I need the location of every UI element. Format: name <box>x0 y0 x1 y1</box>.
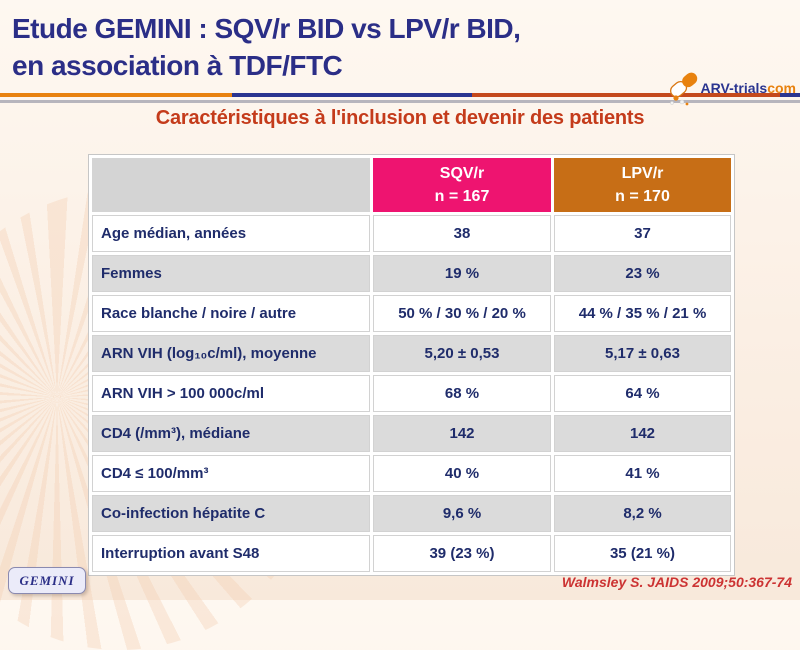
table-row: Race blanche / noire / autre 50 % / 30 %… <box>92 295 731 332</box>
row-label-cell: Age médian, années <box>92 215 370 252</box>
logo-text: ARV-trialscom <box>701 80 796 96</box>
lpv-value-cell: 41 % <box>554 455 731 492</box>
lpv-value-cell: 142 <box>554 415 731 452</box>
citation-reference: Walmsley S. JAIDS 2009;50:367-74 <box>561 574 792 590</box>
row-label-cell: CD4 ≤ 100/mm³ <box>92 455 370 492</box>
logo-name-text: ARV-trials <box>700 80 768 96</box>
table-row: Age médian, années 38 37 <box>92 215 731 252</box>
lpv-value-cell: 8,2 % <box>554 495 731 532</box>
pill-capsule-icon <box>669 72 697 106</box>
table-row: ARN VIH > 100 000c/ml 68 % 64 % <box>92 375 731 412</box>
sqv-value-cell: 68 % <box>373 375 551 412</box>
lpv-value-cell: 37 <box>554 215 731 252</box>
lpv-value-cell: 23 % <box>554 255 731 292</box>
row-label-cell: ARN VIH > 100 000c/ml <box>92 375 370 412</box>
lpv-header-cell: LPV/r n = 170 <box>554 158 731 212</box>
slide-subtitle: Caractéristiques à l'inclusion et deveni… <box>155 107 645 129</box>
sqv-header-cell: SQV/r n = 167 <box>373 158 551 212</box>
sqv-value-cell: 39 (23 %) <box>373 535 551 572</box>
decorative-divider-top <box>0 93 800 97</box>
lpv-arm-n: n = 170 <box>615 188 670 205</box>
slide-title: Etude GEMINI : SQV/r BID vs LPV/r BID, e… <box>12 10 521 84</box>
row-label-cell: Co-infection hépatite C <box>92 495 370 532</box>
lpv-value-cell: 5,17 ± 0,63 <box>554 335 731 372</box>
sqv-arm-name: SQV/r <box>439 165 485 182</box>
sqv-arm-n: n = 167 <box>434 188 490 205</box>
lpv-arm-name: LPV/r <box>621 165 664 182</box>
sqv-value-cell: 9,6 % <box>373 495 551 532</box>
table-row: ARN VIH (log₁₀c/ml), moyenne 5,20 ± 0,53… <box>92 335 731 372</box>
row-label-cell: Race blanche / noire / autre <box>92 295 370 332</box>
title-line-1: Etude GEMINI : SQV/r BID vs LPV/r BID, <box>12 13 521 44</box>
lpv-value-cell: 44 % / 35 % / 21 % <box>554 295 731 332</box>
row-label-cell: ARN VIH (log₁₀c/ml), moyenne <box>92 335 370 372</box>
sqv-value-cell: 5,20 ± 0,53 <box>373 335 551 372</box>
row-label-cell: CD4 (/mm³), médiane <box>92 415 370 452</box>
lpv-value-cell: 35 (21 %) <box>554 535 731 572</box>
sqv-value-cell: 40 % <box>373 455 551 492</box>
title-line-2: en association à TDF/FTC <box>12 50 343 81</box>
sqv-value-cell: 142 <box>373 415 551 452</box>
sqv-value-cell: 50 % / 30 % / 20 % <box>373 295 551 332</box>
decorative-divider-gray <box>0 100 800 103</box>
table-row: Femmes 19 % 23 % <box>92 255 731 292</box>
blank-header-cell <box>92 158 370 212</box>
table-row: Interruption avant S48 39 (23 %) 35 (21 … <box>92 535 731 572</box>
table-row: Co-infection hépatite C 9,6 % 8,2 % <box>92 495 731 532</box>
logo-suffix-text: com <box>767 80 796 96</box>
table-row: CD4 ≤ 100/mm³ 40 % 41 % <box>92 455 731 492</box>
patient-characteristics-table: SQV/r n = 167 LPV/r n = 170 Age médian, … <box>88 154 735 576</box>
lpv-value-cell: 64 % <box>554 375 731 412</box>
row-label-cell: Femmes <box>92 255 370 292</box>
row-label-cell: Interruption avant S48 <box>92 535 370 572</box>
table-header-row: SQV/r n = 167 LPV/r n = 170 <box>92 158 731 212</box>
sqv-value-cell: 19 % <box>373 255 551 292</box>
gemini-badge: GEMINI <box>8 567 86 594</box>
table-row: CD4 (/mm³), médiane 142 142 <box>92 415 731 452</box>
arv-trials-logo: ARV-trialscom <box>663 70 796 110</box>
sqv-value-cell: 38 <box>373 215 551 252</box>
